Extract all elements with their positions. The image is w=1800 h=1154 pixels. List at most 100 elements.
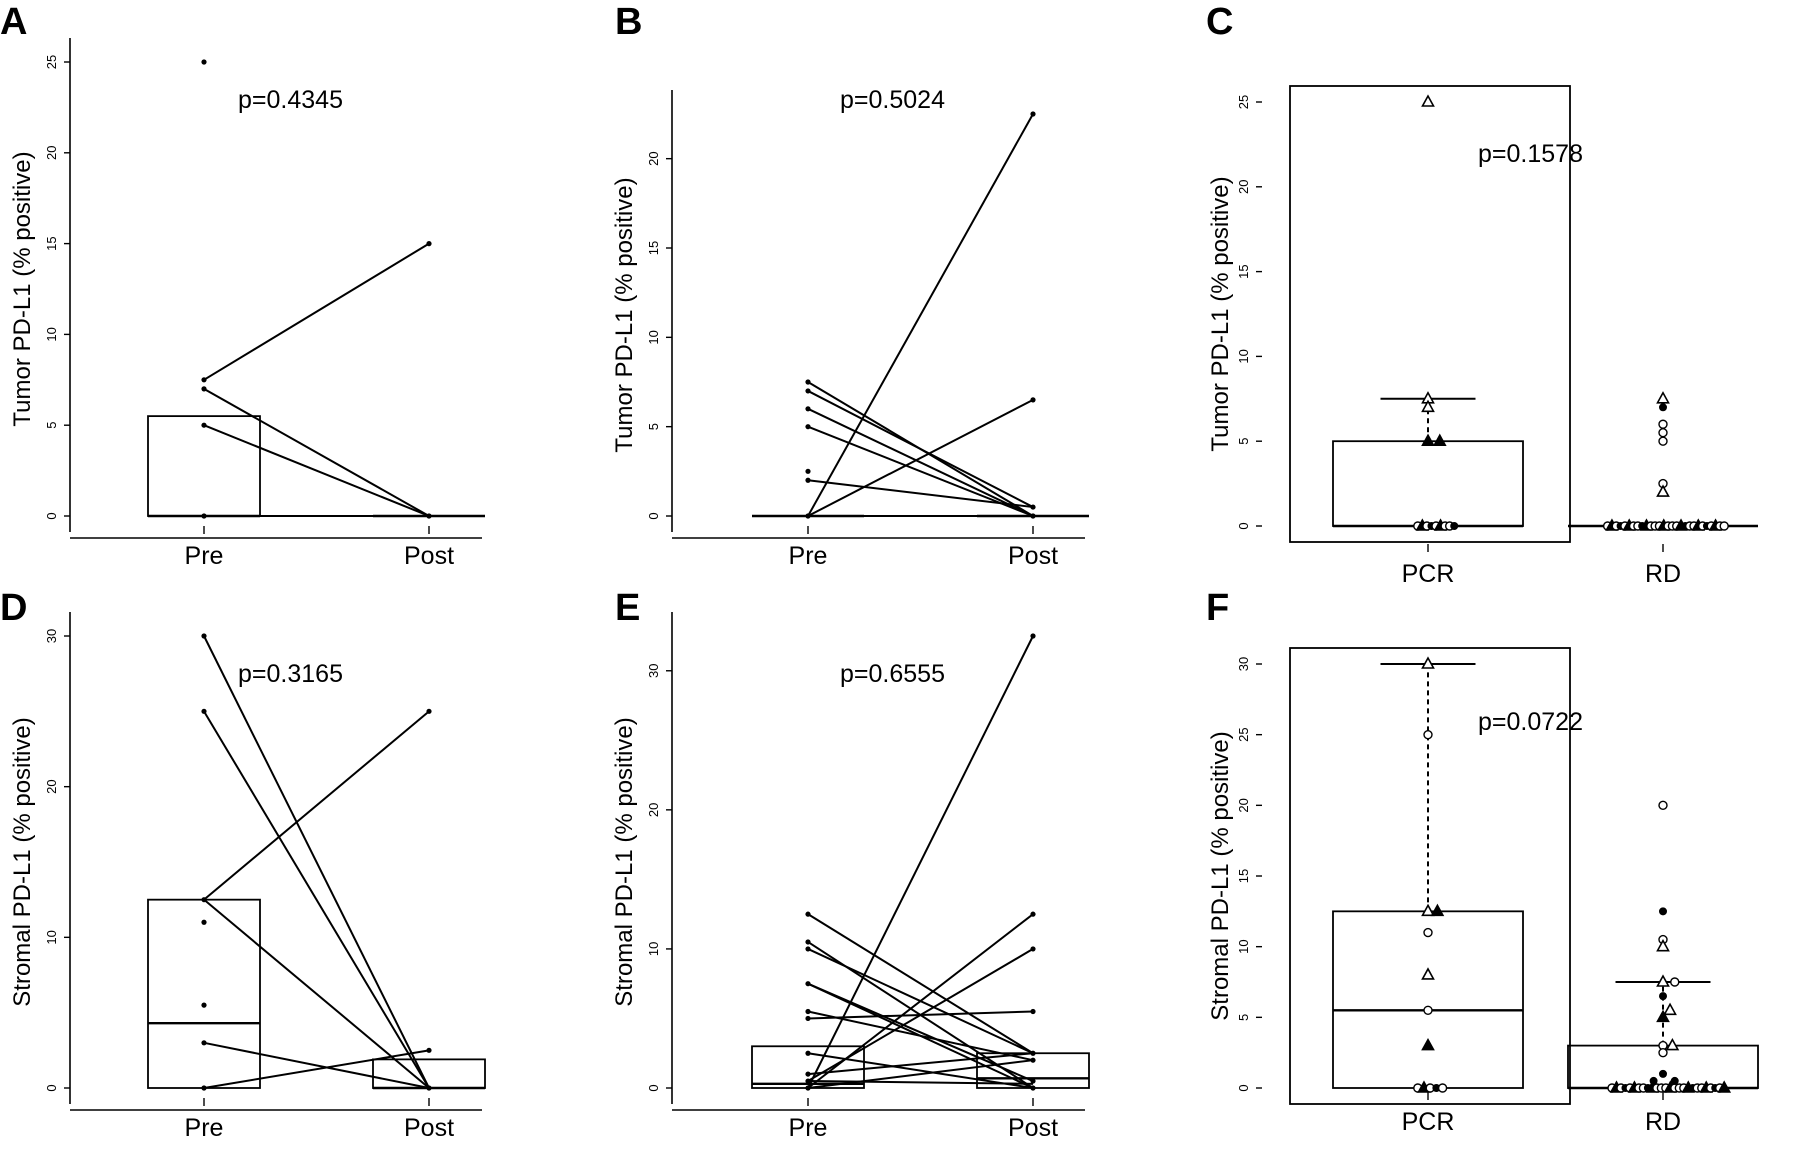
- y-tick-label: 30: [646, 664, 661, 678]
- post-point: [1030, 911, 1036, 917]
- pair-line: [807, 1080, 1034, 1085]
- box: [147, 898, 261, 1089]
- plot-frame: [1289, 85, 1571, 543]
- panel-label: C: [1206, 1, 1233, 43]
- pre-point: [805, 939, 811, 945]
- pre-point: [201, 919, 207, 925]
- post-point: [1030, 513, 1036, 519]
- post-point: [1030, 504, 1036, 510]
- p-value-label: p=0.4345: [238, 86, 343, 114]
- pre-point: [201, 1002, 207, 1008]
- p-value-label: p=0.0722: [1478, 708, 1583, 736]
- pair-line: [807, 398, 1034, 517]
- filled-circle-point: [1659, 907, 1667, 916]
- y-axis-label: Stromal PD-L1 (% positive): [1207, 731, 1234, 1020]
- pair-line: [807, 390, 1034, 508]
- panel-label: A: [0, 1, 27, 43]
- pre-point: [201, 708, 207, 714]
- panel-label: D: [0, 587, 27, 629]
- panel-d: D 0 10 20 30 Stromal PD-L1 (% positive) Pre Pos…: [0, 587, 486, 1142]
- filled-circle-point: [1670, 1076, 1679, 1085]
- post-point: [1030, 1057, 1036, 1063]
- y-tick-label: 5: [44, 422, 59, 429]
- panel-a: A 0 5 10 15 20 25 Tumor PD-L1 (% positive) Pre Po…: [0, 1, 485, 570]
- pre-point: [805, 468, 811, 474]
- open-triangle-point: [1421, 903, 1435, 917]
- pair-line: [203, 710, 430, 901]
- y-tick-label: 0: [44, 1084, 59, 1091]
- post-point: [426, 241, 432, 247]
- pre-point: [805, 379, 811, 385]
- pre-point: [805, 1078, 811, 1084]
- x-tick-label: PCR: [1402, 560, 1455, 588]
- y-tick-label: 10: [44, 930, 59, 944]
- open-triangle-point: [1665, 1037, 1680, 1051]
- pair-line: [203, 1049, 430, 1089]
- pre-point: [805, 388, 811, 394]
- pre-point: [201, 633, 207, 639]
- pair-line: [203, 424, 430, 517]
- post-point: [426, 1085, 432, 1091]
- x-tick-label: Post: [404, 542, 454, 570]
- open-circle-point: [1437, 1083, 1448, 1093]
- open-triangle-point: [1421, 399, 1435, 413]
- pre-point: [201, 1040, 207, 1046]
- open-triangle-point: [1663, 1002, 1677, 1016]
- panel-e: E 0 10 20 30 Stromal PD-L1 (% positive) Pre Pos…: [611, 587, 1090, 1142]
- y-tick-label: 5: [1236, 1014, 1251, 1021]
- pre-point: [805, 946, 811, 952]
- y-tick-label: 0: [1236, 522, 1251, 529]
- p-value-label: p=0.1578: [1478, 140, 1583, 168]
- open-triangle-point: [1421, 967, 1435, 980]
- post-point: [1030, 1050, 1036, 1056]
- open-triangle-point: [1656, 391, 1670, 404]
- pair-line: [203, 710, 430, 1089]
- x-tick-label: Post: [1008, 1114, 1058, 1142]
- pre-point: [805, 424, 811, 430]
- pair-line: [807, 479, 1034, 509]
- p-value-label: p=0.6555: [840, 660, 945, 688]
- post-point: [426, 708, 432, 714]
- y-tick-label: 20: [646, 803, 661, 817]
- box: [147, 415, 261, 517]
- x-tick-label: Pre: [185, 542, 224, 570]
- x-tick-label: RD: [1645, 560, 1681, 588]
- y-tick-label: 30: [1236, 657, 1251, 671]
- pre-point: [805, 911, 811, 917]
- pair-line: [807, 1052, 1034, 1089]
- y-tick-label: 20: [646, 151, 661, 165]
- open-circle-point: [1423, 729, 1433, 740]
- open-circle-point: [1658, 428, 1668, 438]
- y-tick-label: 25: [1236, 95, 1251, 109]
- y-tick-label: 10: [1236, 349, 1251, 363]
- post-point: [426, 1047, 432, 1053]
- open-circle-point: [1658, 436, 1668, 446]
- pre-point: [805, 1085, 811, 1091]
- p-value-label: p=0.3165: [238, 660, 343, 688]
- pair-line: [807, 635, 1034, 1089]
- y-tick-label: 15: [646, 241, 661, 255]
- y-tick-label: 10: [646, 330, 661, 344]
- panel-f: F 0 5 10 15 20 25 30 Stromal PD-L1 (% positive) P…: [1206, 587, 1759, 1136]
- y-tick-label: 10: [1236, 939, 1251, 953]
- panel-label: E: [615, 587, 640, 629]
- open-circle-point: [1658, 800, 1668, 811]
- filled-circle-point: [1659, 992, 1667, 1001]
- pair-line: [203, 388, 430, 517]
- pair-line: [807, 1052, 1034, 1076]
- filled-circle-point: [1659, 403, 1667, 412]
- x-tick-label: PCR: [1402, 1108, 1455, 1136]
- y-tick-label: 15: [1236, 264, 1251, 278]
- x-tick-label: RD: [1645, 1108, 1681, 1136]
- pre-point: [805, 406, 811, 412]
- pre-point: [201, 1085, 207, 1091]
- pre-point: [805, 1050, 811, 1056]
- open-triangle-point: [1656, 974, 1670, 987]
- post-point: [1030, 397, 1036, 403]
- open-triangle-point: [1421, 94, 1435, 107]
- pre-point: [805, 981, 811, 987]
- pre-point: [201, 422, 207, 428]
- y-tick-label: 0: [646, 1084, 661, 1091]
- post-point: [1030, 1008, 1036, 1015]
- pre-point: [805, 1071, 811, 1077]
